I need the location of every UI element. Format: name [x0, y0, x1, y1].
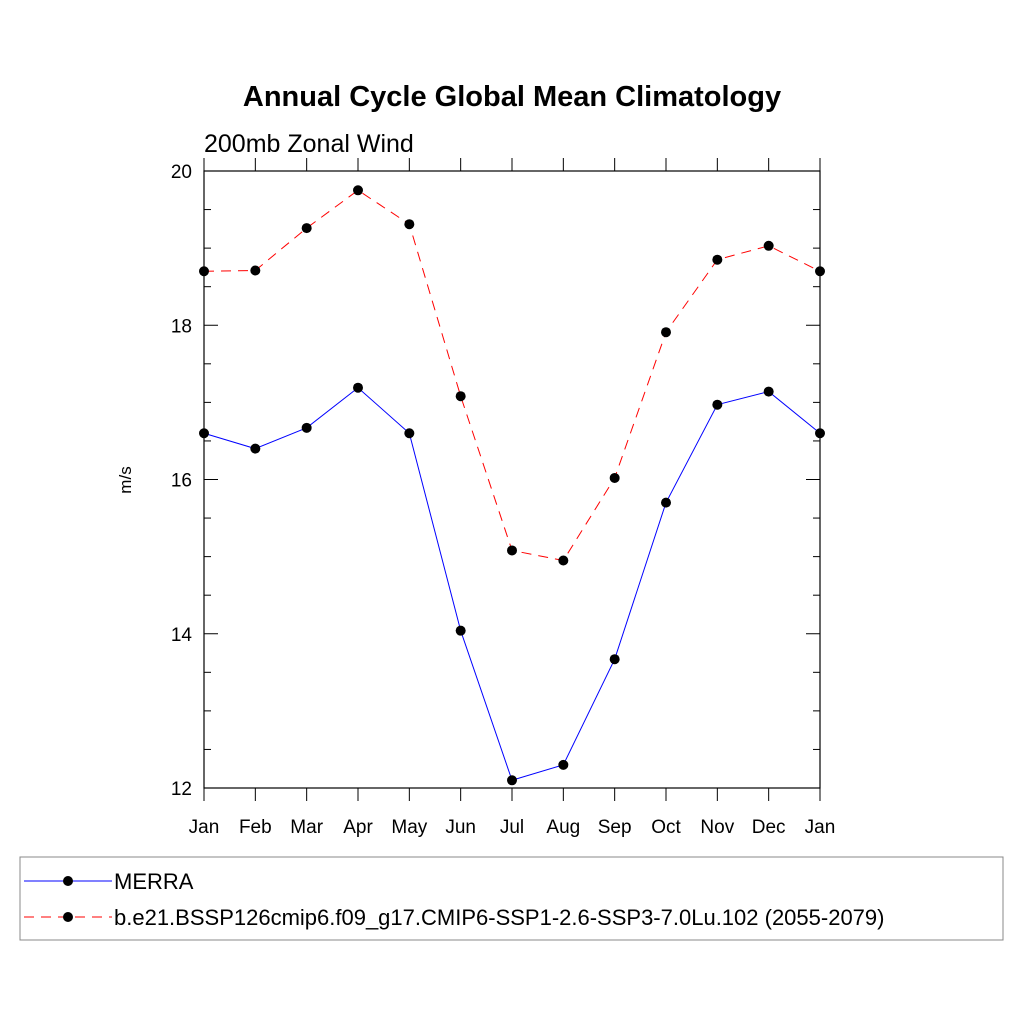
- data-point: [609, 472, 620, 483]
- x-tick-label: Oct: [651, 817, 681, 838]
- data-point: [712, 399, 723, 410]
- plot-frame: [203, 170, 821, 789]
- series-layer: [199, 185, 825, 786]
- chart-title: Annual Cycle Global Mean Climatology: [243, 81, 781, 113]
- data-point: [353, 382, 363, 393]
- x-tick-label: Jan: [805, 817, 836, 838]
- x-tick-label: Jun: [445, 817, 476, 838]
- data-point: [763, 386, 774, 397]
- legend-marker-model: [63, 912, 73, 922]
- chart-subtitle: 200mb Zonal Wind: [204, 130, 414, 158]
- data-point: [661, 497, 671, 508]
- data-point: [815, 428, 825, 439]
- y-tick-label: 14: [171, 625, 193, 646]
- data-point: [250, 265, 261, 276]
- data-point: [609, 654, 620, 665]
- series-line-1: [203, 189, 821, 562]
- series-line-0: [203, 387, 821, 781]
- y-tick-label: 12: [171, 779, 192, 800]
- legend-marker-merra: [63, 876, 73, 886]
- x-tick-label: Apr: [343, 817, 373, 838]
- x-tick-label: Sep: [598, 817, 632, 838]
- series-1: [199, 185, 825, 566]
- series-0: [199, 382, 825, 786]
- legend-box: [19, 856, 1004, 941]
- data-point: [353, 185, 363, 196]
- legend: MERRA b.e21.BSSP126cmip6.f09_g17.CMIP6-S…: [24, 869, 884, 930]
- x-tick-label: Feb: [239, 817, 272, 838]
- data-point: [815, 266, 825, 277]
- x-tick-label: Dec: [752, 817, 786, 838]
- data-point: [404, 219, 415, 230]
- data-point: [455, 625, 466, 636]
- data-point: [712, 254, 723, 265]
- data-point: [250, 443, 261, 454]
- data-point: [301, 422, 312, 433]
- axes: 12 14 16 18 20 Jan Feb Mar Apr May Jun Jul Aug Sep Oct…: [171, 158, 835, 838]
- x-tick-label: Jan: [189, 817, 220, 838]
- data-point: [558, 555, 569, 566]
- x-tick-label: Nov: [700, 817, 734, 838]
- data-point: [763, 240, 774, 251]
- data-point: [455, 391, 466, 402]
- data-point: [199, 428, 209, 439]
- data-point: [558, 759, 569, 770]
- x-tick-label: Jul: [500, 817, 524, 838]
- y-axis-label: m/s: [116, 466, 135, 493]
- data-point: [404, 428, 415, 439]
- legend-label-merra: MERRA: [114, 869, 194, 894]
- data-point: [661, 327, 671, 338]
- x-tick-label: Mar: [290, 817, 323, 838]
- x-tick-label: May: [391, 817, 427, 838]
- data-point: [199, 266, 209, 277]
- y-tick-label: 20: [171, 162, 192, 183]
- data-point: [301, 223, 312, 234]
- data-point: [507, 775, 517, 786]
- y-tick-label: 16: [171, 471, 192, 492]
- x-tick-label: Aug: [546, 817, 580, 838]
- legend-label-model: b.e21.BSSP126cmip6.f09_g17.CMIP6-SSP1-2.…: [114, 905, 884, 930]
- y-tick-label: 18: [171, 316, 192, 337]
- data-point: [507, 545, 517, 556]
